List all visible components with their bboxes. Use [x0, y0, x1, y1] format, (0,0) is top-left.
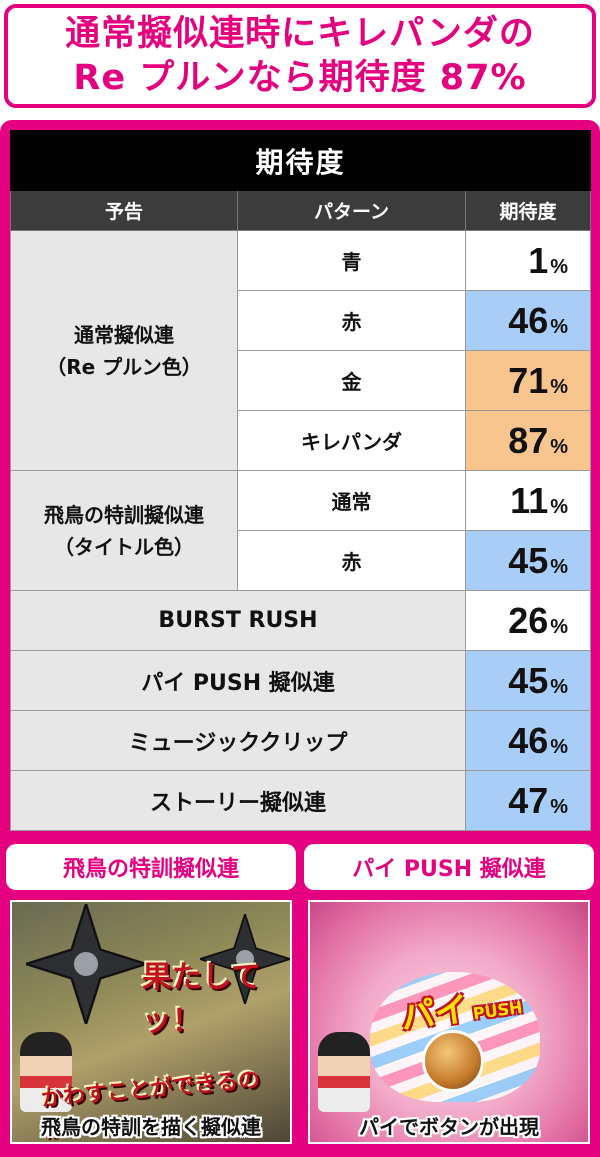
panel-asuka-training: 飛鳥の特訓擬似連 果たしてッ！ かわすことができるのか! 飛鳥の特訓を描く擬似連	[6, 844, 296, 1147]
value-number: 11	[510, 479, 549, 521]
percent-unit: %	[550, 795, 569, 818]
headline-line-2: Re プルンなら期待度 87%	[73, 58, 527, 98]
header-pattern: パターン	[237, 190, 466, 231]
value-number: 45	[508, 659, 549, 701]
character-figure	[318, 1032, 370, 1112]
value-number: 87	[508, 419, 549, 461]
value-cell: 45%	[464, 650, 592, 711]
pattern-cell: 赤	[237, 530, 466, 591]
category-line-2: （タイトル色）	[54, 534, 194, 559]
table-row: 金 71%	[11, 350, 592, 411]
table-row: 赤 46%	[11, 290, 592, 351]
value-number: 26	[508, 599, 549, 641]
percent-unit: %	[550, 555, 569, 578]
percent-unit: %	[550, 675, 569, 698]
value-number: 1	[528, 239, 549, 281]
panel-label: 飛鳥の特訓擬似連	[6, 844, 296, 890]
value-cell: 1%	[464, 230, 592, 291]
percent-unit: %	[550, 315, 569, 338]
character-figure	[20, 1032, 72, 1112]
pattern-cell: キレパンダ	[237, 410, 466, 471]
scene-screenshot: パイPUSH パイでボタンが出現	[308, 900, 590, 1144]
shuriken-icon	[26, 904, 146, 1024]
category-line-1: 飛鳥の特訓擬似連	[44, 502, 204, 527]
value-number: 71	[508, 359, 549, 401]
pattern-cell: 赤	[237, 290, 466, 351]
table-row: 赤 45%	[11, 530, 592, 591]
percent-unit: %	[550, 255, 569, 278]
category-line-1: 通常擬似連	[74, 322, 174, 347]
pattern-cell: 青	[237, 230, 466, 291]
value-cell: 46%	[464, 710, 592, 771]
category-line-2: （Re プルン色）	[46, 354, 202, 379]
percent-unit: %	[550, 615, 569, 638]
headline-box: 通常擬似連時にキレパンダの Re プルンなら期待度 87%	[4, 4, 596, 108]
table-row: 飛鳥の特訓擬似連 （タイトル色） 通常 11%	[10, 470, 592, 591]
value-cell: 26%	[464, 590, 592, 651]
percent-unit: %	[550, 435, 569, 458]
expectation-table: 期待度 予告 パターン 期待度 通常擬似連 （Re プルン色） 青 1% 赤 4…	[9, 130, 592, 831]
table-row: ストーリー擬似連 47%	[10, 770, 592, 831]
table-row: パイ PUSH 擬似連 45%	[10, 650, 592, 711]
percent-unit: %	[550, 495, 569, 518]
table-title: 期待度	[9, 130, 592, 191]
scene-text-top: 果たしてッ！	[142, 960, 262, 1039]
notice-label-cell: BURST RUSH	[10, 590, 466, 651]
category-cell: 通常擬似連 （Re プルン色）	[10, 230, 238, 471]
table-row: 通常擬似連 （Re プルン色） 青 1%	[10, 230, 592, 471]
value-number: 46	[508, 299, 549, 341]
header-expectation: 期待度	[464, 190, 592, 231]
value-cell: 47%	[464, 770, 592, 831]
percent-unit: %	[550, 735, 569, 758]
notice-label-cell: ストーリー擬似連	[10, 770, 466, 831]
logo-text-push: PUSH	[471, 997, 524, 1024]
value-cell: 11%	[464, 470, 592, 531]
notice-label-cell: パイ PUSH 擬似連	[10, 650, 466, 711]
table-row: BURST RUSH 26%	[10, 590, 592, 651]
panel-label: パイ PUSH 擬似連	[304, 844, 594, 890]
scene-screenshot: 果たしてッ！ かわすことができるのか! 飛鳥の特訓を描く擬似連	[10, 900, 292, 1144]
panel-caption: パイでボタンが出現	[359, 1114, 539, 1139]
headline-line-1: 通常擬似連時にキレパンダの	[65, 14, 535, 54]
percent-unit: %	[550, 375, 569, 398]
value-cell: 45%	[464, 530, 592, 591]
shuriken-icon	[200, 914, 290, 1004]
value-number: 45	[508, 539, 549, 581]
header-notice: 予告	[10, 190, 238, 231]
pattern-cell: 金	[237, 350, 466, 411]
push-button-icon	[422, 1030, 484, 1092]
value-number: 46	[508, 719, 549, 761]
category-cell: 飛鳥の特訓擬似連 （タイトル色）	[10, 470, 238, 591]
panel-pai-push: パイ PUSH 擬似連 パイPUSH パイでボタンが出現	[304, 844, 594, 1147]
table-row: キレパンダ 87%	[11, 410, 592, 471]
table-row: ミュージッククリップ 46%	[10, 710, 592, 771]
pattern-cell: 通常	[237, 470, 466, 531]
notice-label-cell: ミュージッククリップ	[10, 710, 466, 771]
value-cell: 46%	[464, 290, 592, 351]
panel-caption: 飛鳥の特訓を描く擬似連	[41, 1114, 261, 1139]
value-cell: 71%	[464, 350, 592, 411]
value-cell: 87%	[464, 410, 592, 471]
value-number: 47	[508, 779, 549, 821]
